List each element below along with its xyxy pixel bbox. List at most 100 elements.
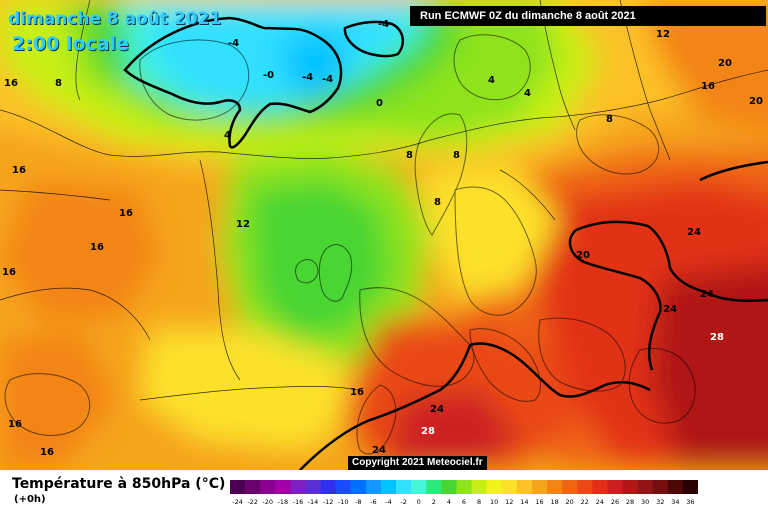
legend-swatch [426,480,442,494]
legend-tick-label: 20 [566,498,574,506]
legend-swatch [320,480,336,494]
map-labels: -4 -4 -4 -4 -0 0 4 4 4 8 8 8 8 8 12 12 16 16 16 16 16 16 16 16 1… [2,19,763,458]
isotherm-label: 24 [700,289,714,300]
forecast-step: (+0h) [14,494,46,505]
legend-tick-label: -20 [262,498,273,506]
legend-tick-label: -10 [338,498,349,506]
legend-tick-label: 22 [581,498,589,506]
legend-tick-label: -8 [355,498,361,506]
isotherm-label: 20 [749,96,763,107]
legend-tick-label: 32 [656,498,664,506]
legend-swatch [682,480,698,494]
legend-swatch [441,480,457,494]
legend-tick-label: -24 [232,498,243,506]
legend-tick-label: 12 [505,498,513,506]
isotherm-label: 24 [663,304,677,315]
isotherm-label: 28 [710,332,724,343]
legend-tick-label: 30 [641,498,649,506]
isotherm-label: 8 [406,150,413,161]
isotherm-label: 16 [350,387,364,398]
legend-tick-label: -14 [308,498,319,506]
legend-swatch [547,480,563,494]
legend-tick-label: -16 [293,498,304,506]
map-canvas: -4 -4 -4 -4 -0 0 4 4 4 8 8 8 8 8 12 12 16 16 16 16 16 16 16 16 1… [0,0,768,470]
legend-swatch [562,480,578,494]
isotherm-label: 8 [55,78,62,89]
isotherm-label: 16 [8,419,22,430]
temperature-field [0,0,768,470]
legend-tick-label: 2 [432,498,436,506]
legend-swatch [365,480,382,494]
legend-swatch [607,480,623,494]
legend-tick-label: -12 [323,498,334,506]
legend-tick-label: 0 [417,498,421,506]
isotherm-label: 16 [701,81,715,92]
legend-tick-label: 36 [686,498,694,506]
legend-tick-label: 6 [462,498,466,506]
isotherm-label: 12 [656,29,670,40]
isotherm-label: 20 [718,58,732,69]
isotherms-bold [123,16,768,470]
legend-swatch [622,480,638,494]
legend-swatch [411,480,427,494]
isotherm-label: 24 [372,445,386,456]
isotherm-label: -4 [302,72,313,83]
legend-swatch [245,480,261,494]
legend-swatch [350,480,367,494]
coastlines [4,34,696,455]
color-scale-legend: -24 -22 -20 -18 -16 -14 -12 -10 -8 -6 -4 -2 0 2 4 6 8 10 1… [230,480,698,506]
variable-title: Température à 850hPa (°C) [12,476,226,492]
isotherm-label: 4 [524,88,531,99]
isotherm-label: 16 [4,78,18,89]
isotherm-label: 16 [119,208,133,219]
isotherm-label: 20 [576,250,590,261]
legend-tick-label: 8 [477,498,481,506]
isotherm-label: 12 [236,219,250,230]
legend-tick-label: -6 [370,498,376,506]
legend-swatch [486,480,503,494]
model-run-banner: Run ECMWF 0Z du dimanche 8 août 2021 [410,6,766,26]
isotherm-label: 16 [40,447,54,458]
legend-tick-label: 18 [550,498,558,506]
forecast-local-time: 2:00 locale [12,33,129,55]
legend-tick-label: 10 [490,498,498,506]
legend-swatch [471,480,487,494]
legend-swatch [275,480,291,494]
legend-swatch [667,480,684,494]
isotherm-label: 16 [2,267,16,278]
isotherm-label: 28 [421,426,435,437]
legend-tick-label: 14 [520,498,528,506]
legend-tick-label: 34 [671,498,679,506]
isotherm-label: 4 [224,130,231,141]
legend-tick-label: 4 [447,498,451,506]
legend-swatch [637,480,654,494]
legend-swatch [290,480,306,494]
legend-tick-label: -4 [385,498,391,506]
legend-swatch [577,480,593,494]
legend-swatch [335,480,352,494]
legend-swatch [501,480,518,494]
isotherm-label: -4 [228,38,239,49]
copyright-notice: Copyright 2021 Meteociel.fr [348,456,487,470]
isotherm-label: 16 [12,165,26,176]
isotherm-label: 24 [687,227,701,238]
isotherm-label: 0 [376,98,383,109]
legend-swatch [456,480,472,494]
legend-tick-label: 16 [535,498,543,506]
isotherm-label: 16 [90,242,104,253]
legend-tick-label: 26 [611,498,619,506]
isotherm-label: -4 [322,74,333,85]
legend-swatch [230,480,246,494]
isotherm-label: 8 [434,197,441,208]
legend-footer: Température à 850hPa (°C) (+0h) -24 -2 2 -2… [0,470,768,512]
legend-swatch [592,480,608,494]
legend-tick-label: -2 [400,498,406,506]
isotherm-label: 24 [430,404,444,415]
isotherm-label: 4 [488,75,495,86]
legend-swatch [305,480,321,494]
temperature-map: -4 -4 -4 -4 -0 0 4 4 4 8 8 8 8 8 12 12 16 16 16 16 16 16 16 16 1… [0,0,768,470]
legend-swatch [380,480,397,494]
legend-tick-label: 24 [596,498,604,506]
legend-swatch [396,480,412,494]
legend-tick-label: -18 [278,498,289,506]
